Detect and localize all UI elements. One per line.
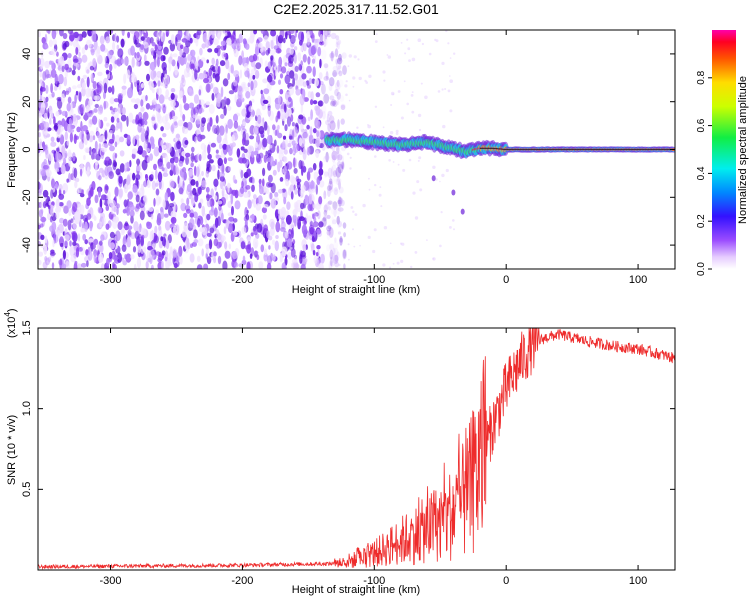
spectrogram-ylabel: Frequency (Hz) — [6, 112, 18, 188]
snr-xtick-label: 0 — [503, 575, 509, 587]
colorbar-tick-label: 0.6 — [696, 118, 707, 132]
snr-ytick-label: 1.0 — [21, 401, 33, 416]
snr-xtick-label: 100 — [629, 575, 647, 587]
snr-xtick-label: -300 — [100, 575, 122, 587]
spectrogram-xtick-label: -300 — [100, 274, 122, 286]
spectrogram-xtick-label: 0 — [503, 274, 509, 286]
colorbar-label: Normalized spectral amplitude — [737, 76, 749, 224]
spectrogram-ytick-label: -40 — [21, 237, 33, 253]
figure-title: C2E2.2025.317.11.52.G01 — [273, 1, 439, 17]
colorbar-axis: 0.0 0.2 0.4 0.6 0.8 — [696, 70, 712, 276]
spectrogram-ytick-label: 20 — [21, 96, 33, 108]
snr-frame — [37, 327, 676, 571]
snr-multiplier-close: ) — [6, 308, 18, 312]
snr-multiplier: (x104) — [3, 308, 18, 338]
snr-multiplier-base: (x10 — [6, 317, 18, 338]
snr-xtick-label: -200 — [231, 575, 253, 587]
svg-text:(x104): (x104) — [3, 308, 18, 338]
spectrogram-ytick-label: 40 — [21, 48, 33, 60]
spectrogram-trace-line — [479, 147, 675, 150]
snr-series-line — [38, 328, 675, 570]
snr-xlabel: Height of straight line (km) — [292, 584, 420, 596]
snr-ytick-label: 1.5 — [21, 320, 33, 335]
spectrogram-ytick-label: 0 — [21, 146, 33, 152]
colorbar-tick-label: 0.4 — [696, 166, 707, 180]
snr-xtick-label: -100 — [363, 575, 385, 587]
spectrogram-xlabel: Height of straight line (km) — [292, 284, 420, 296]
snr-panel: -300 -200 -100 0 100 0.5 1.0 1.5 Height of stra… — [3, 308, 676, 596]
snr-ylabel: SNR (10 * v/v) — [6, 415, 18, 485]
spectrogram-xtick-label: -100 — [363, 274, 385, 286]
colorbar-tick-label: 0.0 — [696, 262, 707, 276]
spectrogram-ytick-label: -20 — [21, 189, 33, 205]
snr-multiplier-exp: 4 — [3, 312, 12, 317]
spectrogram-xtick-label: 100 — [629, 274, 647, 286]
colorbar: 0.0 0.2 0.4 0.6 0.8 Normalized spectral ampl… — [696, 30, 749, 276]
colorbar-gradient — [712, 30, 736, 269]
snr-axes: -300 -200 -100 0 100 0.5 1.0 1.5 — [21, 320, 675, 587]
spectrogram-xtick-label: -200 — [231, 274, 253, 286]
colorbar-tick-label: 0.2 — [696, 214, 707, 228]
spectrogram-image — [38, 30, 675, 269]
colorbar-tick-label: 0.8 — [696, 70, 707, 84]
snr-ytick-label: 0.5 — [21, 482, 33, 497]
spectrogram-trace — [323, 131, 675, 215]
